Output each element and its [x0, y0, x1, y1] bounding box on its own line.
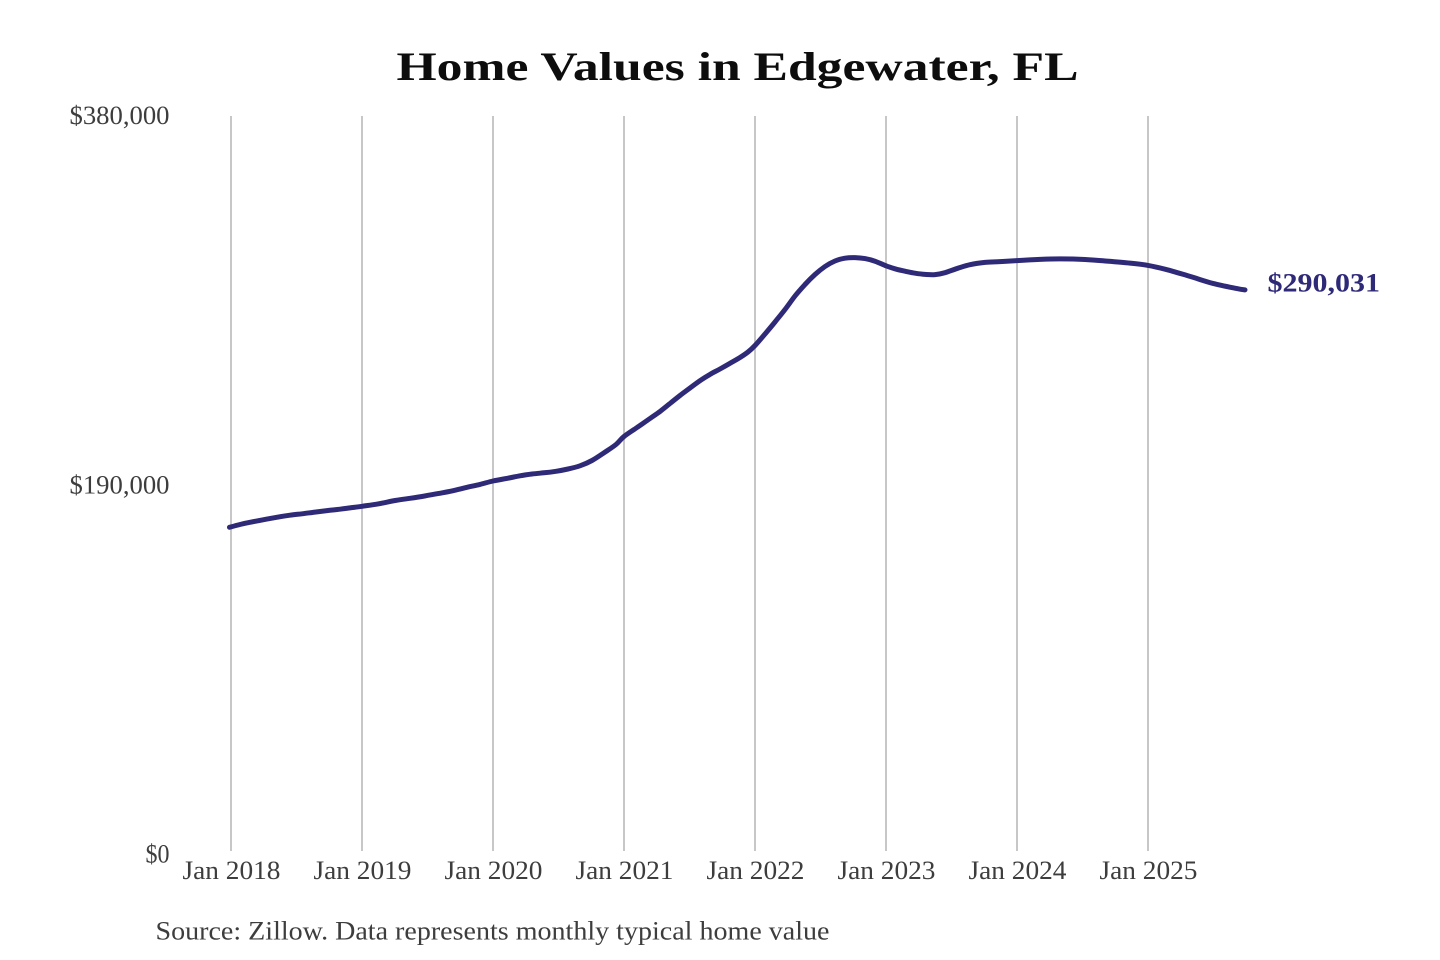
svg-text:Source: Zillow. Data represent: Source: Zillow. Data represents monthly …	[156, 916, 830, 945]
svg-text:Jan 2018: Jan 2018	[183, 856, 281, 885]
svg-text:Jan 2020: Jan 2020	[445, 856, 543, 885]
svg-text:Jan 2023: Jan 2023	[838, 856, 936, 885]
svg-text:Jan 2025: Jan 2025	[1100, 856, 1198, 885]
svg-text:$290,031: $290,031	[1268, 268, 1381, 297]
svg-text:$190,000: $190,000	[70, 471, 170, 500]
svg-text:Jan 2022: Jan 2022	[707, 856, 805, 885]
svg-text:$380,000: $380,000	[70, 101, 170, 130]
svg-text:Jan 2019: Jan 2019	[314, 856, 412, 885]
svg-text:Jan 2024: Jan 2024	[969, 856, 1067, 885]
svg-text:Jan 2021: Jan 2021	[576, 856, 674, 885]
svg-text:Home Values in Edgewater, FL: Home Values in Edgewater, FL	[397, 44, 1079, 89]
svg-text:$0: $0	[146, 840, 170, 869]
